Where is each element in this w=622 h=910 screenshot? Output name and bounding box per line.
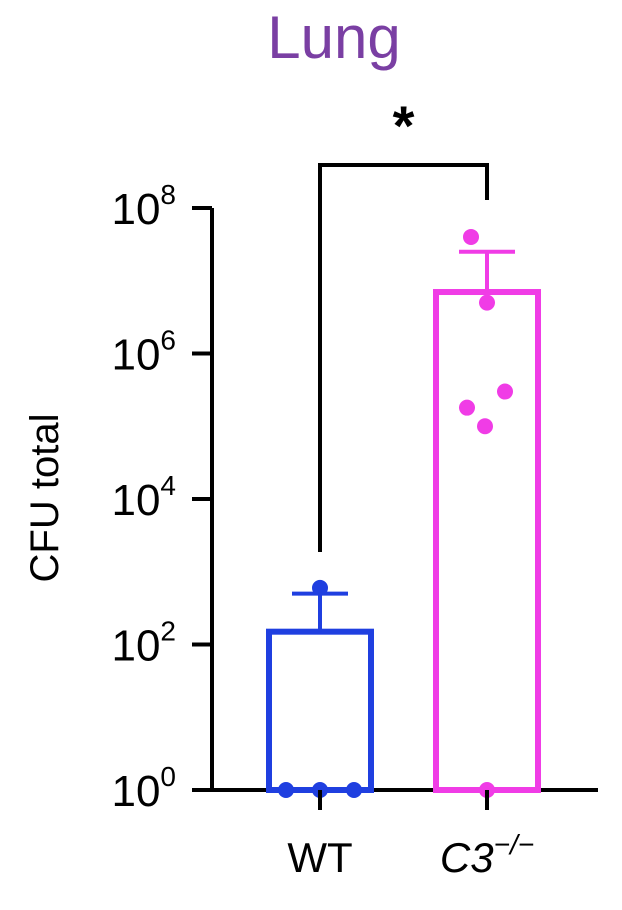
bar-0 — [266, 628, 374, 793]
data-point-1-4 — [479, 294, 495, 311]
data-point-1-1 — [477, 418, 493, 435]
data-point-1-2 — [459, 399, 475, 416]
x-categories: WT C3−/− — [287, 790, 534, 881]
x-tick-label-1: C3−/− — [440, 829, 534, 881]
y-tick-label-0: 100 — [111, 761, 176, 816]
y-ticks: 100 102 104 106 108 — [111, 179, 212, 816]
y-tick-label-4: 108 — [111, 179, 176, 234]
data-point-1-3 — [497, 383, 513, 400]
y-tick-label-2: 104 — [111, 470, 176, 525]
y-axis-label: CFU total — [23, 414, 67, 583]
y-tick-label-1: 102 — [111, 616, 176, 671]
significance-label: * — [393, 94, 415, 157]
significance-line — [318, 163, 489, 552]
x-tick-label-0: WT — [287, 834, 352, 881]
data-point-0-3 — [312, 579, 328, 596]
data-point-1-5 — [463, 228, 479, 245]
chart-title: Lung — [267, 4, 400, 71]
y-tick-label-3: 106 — [111, 325, 176, 380]
bar-1 — [433, 289, 541, 793]
significance-bracket: * — [318, 94, 489, 552]
bars — [266, 228, 541, 798]
data-point-0-0 — [278, 782, 294, 798]
data-point-0-2 — [346, 782, 362, 798]
